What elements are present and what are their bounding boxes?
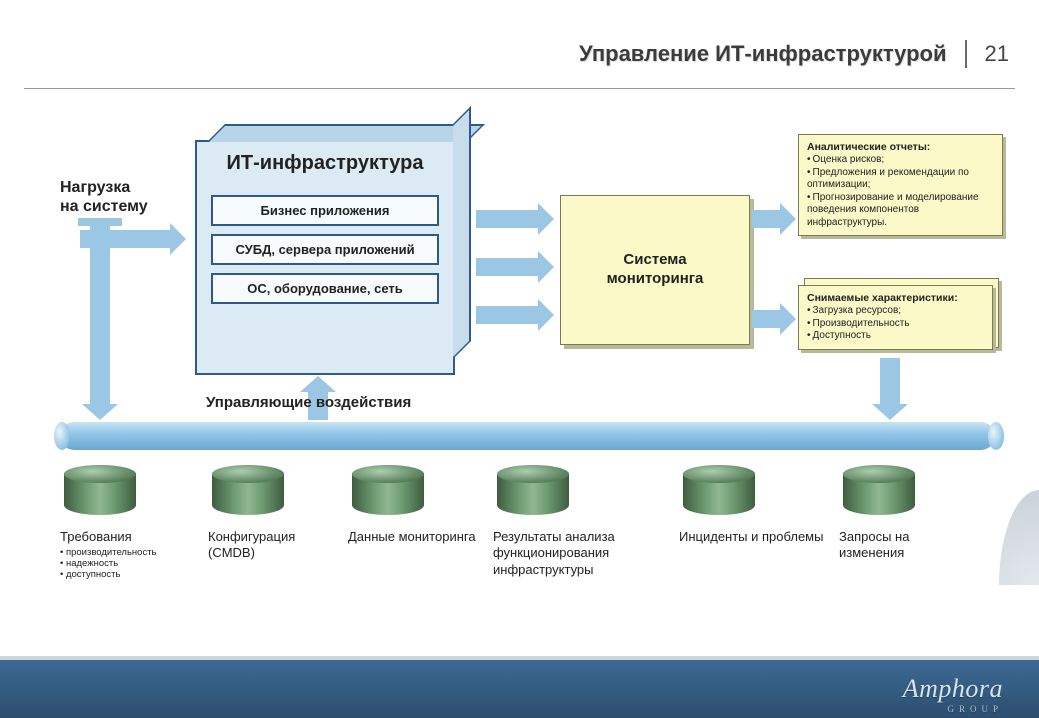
database-label: Запросы на изменения — [839, 529, 969, 562]
arrow-mon-to-reports — [752, 210, 780, 228]
arrow-mon-to-metrics — [752, 310, 780, 328]
arrow-layer1-to-mon — [476, 210, 538, 228]
database-column: Конфигурация (CMDB) — [208, 465, 338, 580]
amphora-logo: Amphora GROUP — [903, 674, 1003, 704]
tee-cap — [78, 218, 122, 226]
note-metrics-title: Снимаемые характеристики: — [807, 292, 984, 305]
database-label: Инциденты и проблемы — [679, 529, 823, 545]
note-metrics-list: Загрузка ресурсов; Производительность До… — [807, 305, 984, 343]
slide-title: Управление ИТ-инфраструктурой — [579, 41, 947, 67]
layer-os-hw-net: ОС, оборудование, сеть — [211, 273, 439, 304]
note-metrics-item: Производительность — [807, 318, 984, 331]
database-sublist-item: производительность — [60, 547, 157, 558]
database-sublist-item: надежность — [60, 558, 157, 569]
note-reports-list: Оценка рисков; Предложения и рекомендаци… — [807, 154, 994, 229]
database-cylinder-icon — [683, 465, 755, 515]
database-row: Требования производительностьнадежностьдо… — [60, 465, 1009, 580]
control-actions-label: Управляющие воздействия — [206, 394, 411, 411]
arrow-layer3-to-mon — [476, 306, 538, 324]
logo-sub: GROUP — [947, 704, 1003, 714]
note-reports-title: Аналитические отчеты: — [807, 141, 994, 154]
monitoring-system-label: Система мониторинга — [607, 251, 704, 289]
database-column: Запросы на изменения — [839, 465, 969, 580]
page-number: 21 — [985, 41, 1009, 67]
database-column: Инциденты и проблемы — [679, 465, 829, 580]
it-box-side-face — [453, 106, 471, 359]
slide-header: Управление ИТ-инфраструктурой 21 — [0, 40, 1009, 68]
note-reports-item: Оценка рисков; — [807, 154, 994, 167]
database-cylinder-icon — [212, 465, 284, 515]
note-metrics: Снимаемые характеристики: Загрузка ресур… — [798, 285, 993, 350]
it-box-top-face — [207, 124, 485, 142]
layer-dbms-appservers: СУБД, сервера приложений — [211, 234, 439, 265]
database-cylinder-icon — [64, 465, 136, 515]
layer-business-apps: Бизнес приложения — [211, 195, 439, 226]
arrow-metrics-down — [880, 358, 900, 404]
pipe-cap-left — [54, 422, 70, 450]
header-rule — [24, 88, 1015, 89]
arrow-layer2-to-mon — [476, 258, 538, 276]
footer-bar: Amphora GROUP — [0, 656, 1039, 718]
data-bus-pipe — [60, 422, 995, 450]
note-metrics-item: Доступность — [807, 330, 984, 343]
database-column: Результаты анализа функционирования инфр… — [493, 465, 669, 580]
monitoring-system-box: Система мониторинга — [560, 195, 750, 345]
database-sublist-item: доступность — [60, 569, 157, 580]
note-reports-item: Прогнозирование и моделирование поведени… — [807, 192, 994, 230]
database-label: Результаты анализа функционирования инфр… — [493, 529, 669, 578]
database-label: Данные мониторинга — [348, 529, 476, 545]
database-cylinder-icon — [843, 465, 915, 515]
header-divider — [965, 40, 967, 68]
diagram-canvas: Нагрузка на систему ИТ-инфраструктура Би… — [0, 100, 1039, 620]
database-column: Требования производительностьнадежностьдо… — [60, 465, 198, 580]
load-label: Нагрузка на систему — [60, 178, 148, 216]
note-metrics-item: Загрузка ресурсов; — [807, 305, 984, 318]
it-infrastructure-box: ИТ-инфраструктура Бизнес приложения СУБД… — [195, 140, 455, 375]
it-box-title: ИТ-инфраструктура — [197, 142, 453, 187]
database-label: Требования — [60, 529, 132, 545]
database-column: Данные мониторинга — [348, 465, 483, 580]
arrow-load-down — [90, 222, 110, 404]
note-reports-item: Предложения и рекомендации по оптимизаци… — [807, 167, 994, 192]
pipe-cap-right — [988, 422, 1004, 450]
database-sublist: производительностьнадежностьдоступность — [60, 547, 157, 580]
logo-main: Amphora — [903, 674, 1003, 703]
database-cylinder-icon — [352, 465, 424, 515]
database-label: Конфигурация (CMDB) — [208, 529, 338, 562]
database-cylinder-icon — [497, 465, 569, 515]
note-analytic-reports: Аналитические отчеты: Оценка рисков; Пре… — [798, 134, 1003, 236]
